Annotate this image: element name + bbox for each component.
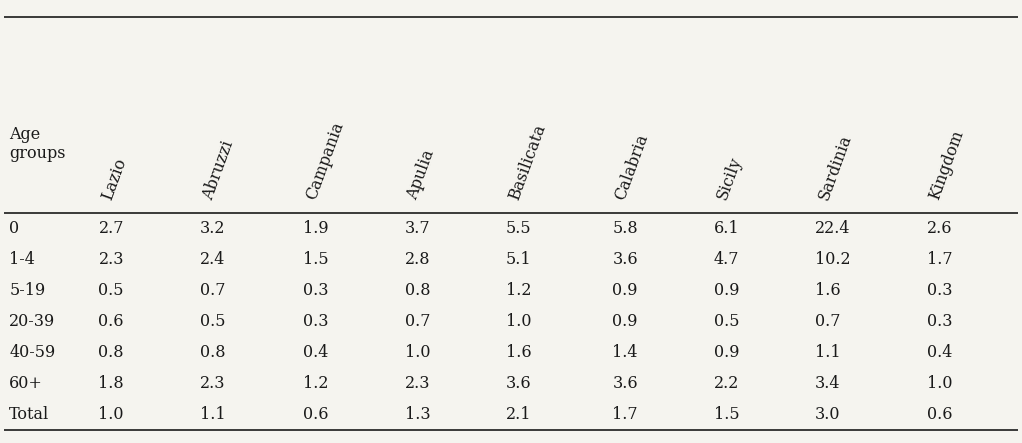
Text: 0.4: 0.4 (927, 344, 951, 361)
Text: 2.3: 2.3 (200, 375, 225, 392)
Text: 40-59: 40-59 (9, 344, 55, 361)
Text: 1.7: 1.7 (612, 406, 638, 423)
Text: 0.9: 0.9 (612, 282, 638, 299)
Text: 2.8: 2.8 (405, 251, 430, 268)
Text: 1.6: 1.6 (816, 282, 841, 299)
Text: 1.4: 1.4 (612, 344, 638, 361)
Text: Sicily: Sicily (713, 154, 745, 202)
Text: 3.7: 3.7 (405, 220, 430, 237)
Text: 1.0: 1.0 (506, 313, 531, 330)
Text: 0.5: 0.5 (98, 282, 124, 299)
Text: 1.1: 1.1 (816, 344, 841, 361)
Text: 1.0: 1.0 (98, 406, 124, 423)
Text: 0.8: 0.8 (98, 344, 124, 361)
Text: 0.6: 0.6 (304, 406, 329, 423)
Text: 1.2: 1.2 (506, 282, 531, 299)
Text: 2.4: 2.4 (200, 251, 225, 268)
Text: 2.2: 2.2 (713, 375, 739, 392)
Text: 0.6: 0.6 (98, 313, 124, 330)
Text: 1.1: 1.1 (200, 406, 226, 423)
Text: 5-19: 5-19 (9, 282, 46, 299)
Text: 0.9: 0.9 (713, 282, 739, 299)
Text: 2.3: 2.3 (98, 251, 124, 268)
Text: 1.5: 1.5 (304, 251, 329, 268)
Text: Lazio: Lazio (98, 155, 129, 202)
Text: Kingdom: Kingdom (927, 128, 968, 202)
Text: 4.7: 4.7 (713, 251, 739, 268)
Text: Abruzzi: Abruzzi (200, 138, 237, 202)
Text: 3.6: 3.6 (612, 375, 638, 392)
Text: Total: Total (9, 406, 49, 423)
Text: 6.1: 6.1 (713, 220, 739, 237)
Text: 3.6: 3.6 (506, 375, 531, 392)
Text: 1.5: 1.5 (713, 406, 739, 423)
Text: 5.8: 5.8 (612, 220, 638, 237)
Text: 0: 0 (9, 220, 19, 237)
Text: 1.9: 1.9 (304, 220, 329, 237)
Text: 0.8: 0.8 (200, 344, 225, 361)
Text: 1.7: 1.7 (927, 251, 953, 268)
Text: Calabria: Calabria (612, 131, 652, 202)
Text: Sardinia: Sardinia (816, 132, 854, 202)
Text: Age
groups: Age groups (9, 126, 65, 163)
Text: 3.2: 3.2 (200, 220, 225, 237)
Text: 0.3: 0.3 (927, 313, 953, 330)
Text: 0.5: 0.5 (713, 313, 739, 330)
Text: 0.7: 0.7 (405, 313, 430, 330)
Text: 22.4: 22.4 (816, 220, 850, 237)
Text: 5.5: 5.5 (506, 220, 531, 237)
Text: 3.6: 3.6 (612, 251, 638, 268)
Text: 1.8: 1.8 (98, 375, 124, 392)
Text: 60+: 60+ (9, 375, 43, 392)
Text: 0.7: 0.7 (200, 282, 225, 299)
Text: 2.1: 2.1 (506, 406, 531, 423)
Text: 3.4: 3.4 (816, 375, 841, 392)
Text: 2.3: 2.3 (405, 375, 430, 392)
Text: Apulia: Apulia (405, 147, 438, 202)
Text: 0.9: 0.9 (612, 313, 638, 330)
Text: Campania: Campania (304, 119, 347, 202)
Text: 1.0: 1.0 (405, 344, 430, 361)
Text: 0.6: 0.6 (927, 406, 953, 423)
Text: 1.0: 1.0 (927, 375, 953, 392)
Text: 5.1: 5.1 (506, 251, 531, 268)
Text: 1-4: 1-4 (9, 251, 35, 268)
Text: Basilicata: Basilicata (506, 121, 549, 202)
Text: 0.5: 0.5 (200, 313, 225, 330)
Text: 3.0: 3.0 (816, 406, 841, 423)
Text: 0.9: 0.9 (713, 344, 739, 361)
Text: 0.7: 0.7 (816, 313, 841, 330)
Text: 1.6: 1.6 (506, 344, 531, 361)
Text: 20-39: 20-39 (9, 313, 55, 330)
Text: 1.3: 1.3 (405, 406, 430, 423)
Text: 10.2: 10.2 (816, 251, 850, 268)
Text: 2.7: 2.7 (98, 220, 124, 237)
Text: 0.3: 0.3 (304, 282, 329, 299)
Text: 0.4: 0.4 (304, 344, 329, 361)
Text: 1.2: 1.2 (304, 375, 329, 392)
Text: 0.3: 0.3 (927, 282, 953, 299)
Text: 0.8: 0.8 (405, 282, 430, 299)
Text: 2.6: 2.6 (927, 220, 953, 237)
Text: 0.3: 0.3 (304, 313, 329, 330)
